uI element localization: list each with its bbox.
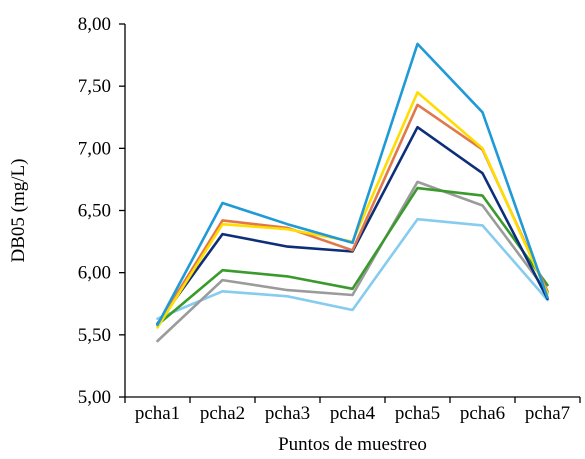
x-tick-label: pcha7 xyxy=(525,403,570,424)
y-tick-label: 6,00 xyxy=(78,263,111,284)
tick-labels: 5,00 5,50 6,00 6,50 7,00 7,50 8,00 pcha1 pcha2 pc… xyxy=(78,14,570,424)
series-layer xyxy=(156,42,549,343)
x-tick-label: pcha5 xyxy=(395,403,440,424)
series-line xyxy=(156,217,549,321)
y-tick-label: 7,50 xyxy=(78,76,111,97)
y-tick-label: 6,50 xyxy=(78,201,111,222)
x-tick-label: pcha1 xyxy=(135,403,180,424)
y-tick-label: 7,00 xyxy=(78,138,111,159)
y-tick-label: 5,50 xyxy=(78,325,111,346)
chart-axes xyxy=(119,23,581,403)
x-tick-label: pcha4 xyxy=(330,403,376,424)
series-line xyxy=(156,186,549,327)
y-tick-label: 8,00 xyxy=(78,14,111,35)
x-tick-label: pcha6 xyxy=(460,403,505,424)
series-line xyxy=(156,42,549,327)
series-line xyxy=(156,180,549,343)
x-tick-label: pcha3 xyxy=(265,403,310,424)
x-tick-label: pcha2 xyxy=(200,403,245,424)
y-axis-title: DB05 (mg/L) xyxy=(8,159,29,263)
x-axis-title: Puntos de muestreo xyxy=(278,434,427,455)
y-tick-label: 5,00 xyxy=(78,387,111,408)
